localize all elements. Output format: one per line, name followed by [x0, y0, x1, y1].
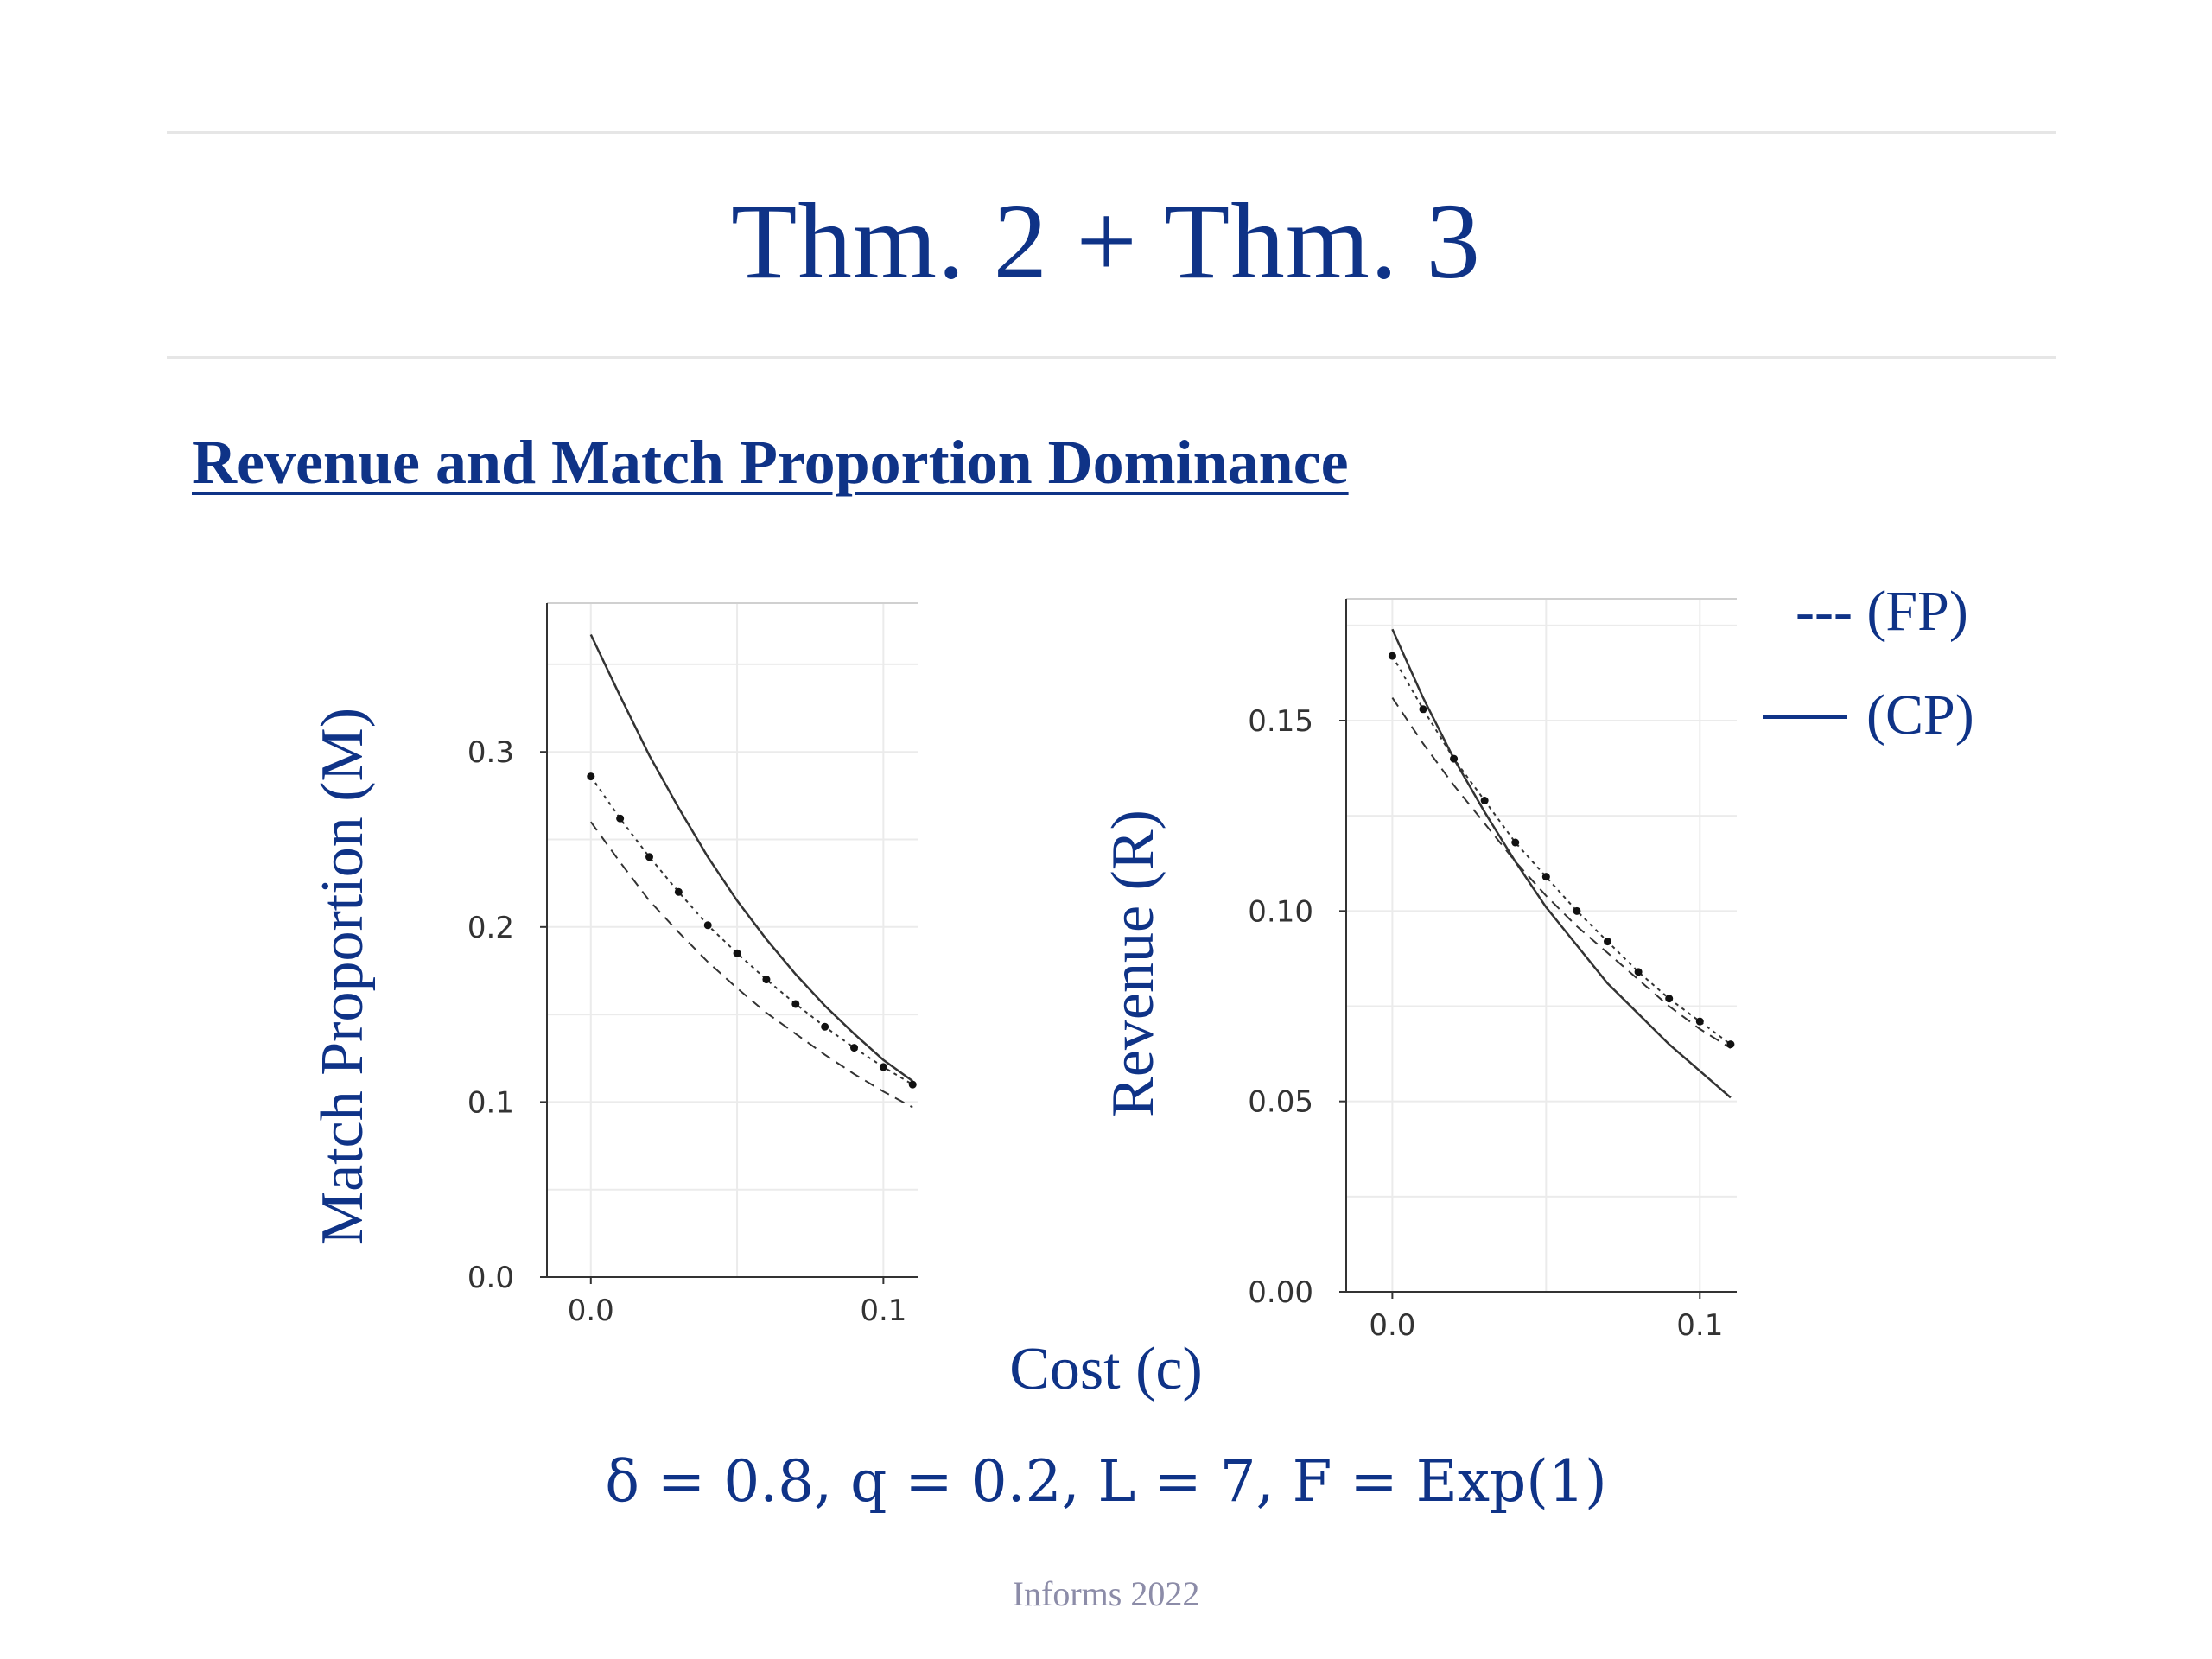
series-point — [908, 1080, 917, 1089]
series-line-solid — [589, 633, 913, 1083]
top-divider — [167, 131, 2056, 134]
series-point — [587, 772, 595, 781]
match-proportion-chart: 0.0 0.1 0.2 0.3 0.0 0.1 — [467, 602, 918, 1328]
series-point — [1388, 652, 1396, 660]
y-axis-title-match-proportion: Match Proportion (M) — [309, 707, 376, 1246]
series-point — [762, 976, 771, 984]
x-axis-title: Cost (c) — [1009, 1336, 1203, 1402]
series-point — [1511, 838, 1520, 847]
series-line-dashed — [589, 821, 913, 1109]
series-point — [1419, 705, 1427, 714]
series-line-solid — [1391, 628, 1732, 1099]
series-point — [1450, 754, 1459, 763]
section-heading: Revenue and Match Proportion Dominance — [192, 428, 1349, 497]
parameter-equation: δ = 0.8, q = 0.2, L = 7, F = Exp(1) — [605, 1448, 1607, 1515]
x-tick-label: 0.1 — [860, 1294, 906, 1328]
x-tick-label: 0.0 — [1369, 1308, 1415, 1343]
series-point — [1541, 873, 1550, 881]
x-tick-label: 0.1 — [1676, 1308, 1723, 1343]
series-line-dotted — [1391, 655, 1732, 1046]
y-tick-label: 0.10 — [1248, 894, 1313, 929]
x-tick-label: 0.0 — [568, 1294, 614, 1328]
series-point — [703, 921, 712, 930]
y-axis-title-revenue: Revenue (R) — [1100, 810, 1166, 1117]
series-point — [1634, 968, 1643, 976]
slide-title: Thm. 2 + Thm. 3 — [731, 182, 1481, 302]
series-point — [674, 887, 683, 896]
y-tick-label: 0.2 — [467, 911, 514, 945]
legend-cp-label: (CP) — [1866, 683, 1974, 747]
footer-text: Informs 2022 — [1012, 1574, 1200, 1613]
y-tick-label: 0.1 — [467, 1085, 514, 1120]
legend-fp-label: --- (FP) — [1796, 580, 1968, 643]
series-point — [791, 1000, 800, 1008]
series-point — [1726, 1040, 1735, 1049]
series-point — [1695, 1017, 1704, 1026]
series-point — [850, 1044, 859, 1052]
series-point — [1573, 906, 1581, 915]
y-tick-label: 0.3 — [467, 735, 514, 770]
series-point — [1480, 797, 1489, 805]
series-line-dashed — [1391, 697, 1732, 1049]
series-point — [879, 1063, 887, 1071]
series-line-dotted — [589, 776, 913, 1085]
revenue-chart: 0.00 0.05 0.10 0.15 0.0 0.1 — [1248, 598, 1737, 1343]
y-tick-label: 0.15 — [1248, 704, 1313, 739]
series-point — [1665, 995, 1674, 1003]
y-tick-label: 0.0 — [467, 1261, 514, 1295]
y-tick-label: 0.00 — [1248, 1275, 1313, 1310]
legend-cp-line-sample — [1763, 715, 1847, 719]
series-point — [821, 1022, 830, 1031]
series-point — [733, 949, 741, 957]
series-point — [616, 814, 625, 823]
y-tick-label: 0.05 — [1248, 1085, 1313, 1120]
title-divider — [167, 356, 2056, 359]
series-point — [1604, 938, 1612, 946]
series-point — [645, 853, 654, 861]
